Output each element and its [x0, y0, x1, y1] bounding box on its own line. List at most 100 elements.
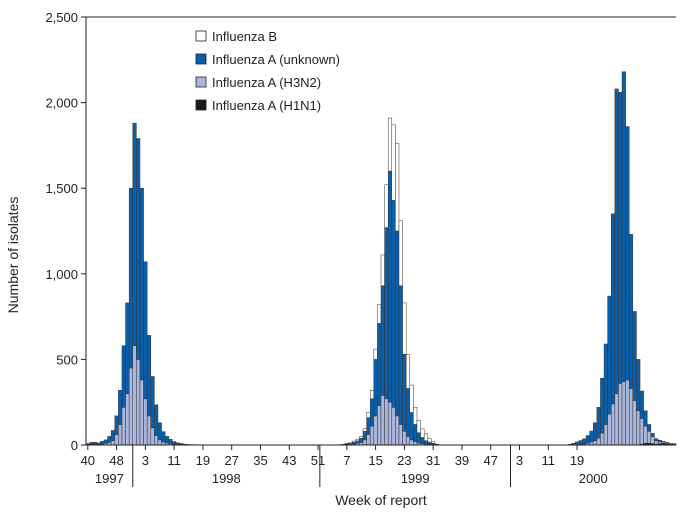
bar-flu_a_h3n2 — [657, 441, 662, 444]
bar-flu_b — [398, 220, 403, 287]
bar-flu_b — [427, 438, 432, 443]
legend-label: Influenza A (unknown) — [212, 52, 340, 67]
x-tick-label: 43 — [282, 453, 296, 468]
bar-flu_a_unknown — [639, 390, 644, 419]
bar-flu_a_h3n2 — [654, 440, 659, 445]
bar-flu_a_unknown — [413, 424, 418, 442]
bar-flu_a_unknown — [175, 442, 180, 445]
bar-flu_a_unknown — [402, 354, 407, 432]
bar-flu_a_h3n2 — [672, 443, 677, 445]
legend-label: Influenza A (H1N1) — [212, 98, 321, 113]
x-tick-label: 47 — [483, 453, 497, 468]
legend-swatch-flu_a_h1n1 — [195, 99, 207, 111]
bar-flu_a_unknown — [420, 437, 425, 444]
bar-flu_a_unknown — [405, 388, 411, 437]
bar-flu_a_h3n2 — [646, 431, 652, 444]
bar-flu_a_h3n2 — [603, 424, 608, 446]
x-tick-label: 7 — [343, 453, 350, 468]
x-tick-label: 39 — [455, 453, 469, 468]
bar-flu_a_h3n2 — [114, 434, 119, 446]
bar-flu_a_unknown — [409, 412, 414, 441]
y-tick-label: 500 — [56, 352, 78, 367]
bar-flu_a_unknown — [582, 438, 587, 445]
bar-flu_a_h3n2 — [395, 415, 400, 446]
x-tick-label: 48 — [109, 453, 123, 468]
bar-flu_b — [355, 438, 360, 442]
bar-flu_a_h3n2 — [593, 440, 598, 446]
bar-flu_a_unknown — [89, 442, 94, 445]
bar-flu_a_unknown — [110, 430, 116, 441]
bar-flu_a_h3n2 — [136, 359, 141, 446]
bar-flu_a_unknown — [618, 92, 623, 384]
y-axis-title: Number of isolates — [5, 197, 21, 314]
legend-swatch-flu_a_h3n2 — [195, 76, 207, 88]
bar-marks — [85, 71, 677, 446]
bar-flu_a_unknown — [143, 261, 148, 400]
legend-label: Influenza A (H3N2) — [212, 75, 321, 90]
bar-flu_a_unknown — [600, 377, 605, 434]
bar-flu_b — [366, 412, 371, 418]
bar-flu_b — [359, 436, 364, 439]
bar-flu_a_h3n2 — [409, 439, 414, 446]
bar-flu_a_unknown — [589, 430, 594, 443]
bar-flu_a_unknown — [636, 359, 641, 412]
legend-swatch-flu_a_unknown — [195, 53, 207, 65]
y-tick-label: 0 — [71, 438, 78, 453]
bar-flu_a_unknown — [179, 443, 184, 445]
bar-flu_a_unknown — [132, 122, 137, 346]
bar-flu_a_h3n2 — [132, 345, 137, 446]
bar-flu_a_h3n2 — [636, 410, 641, 446]
x-tick-label: 3 — [516, 453, 523, 468]
bar-flu_a_unknown — [575, 441, 580, 445]
bar-flu_a_h3n2 — [150, 427, 155, 446]
x-tick-label: 40 — [81, 453, 95, 468]
x-axis-title: Week of report — [335, 492, 427, 508]
bar-flu_b — [409, 384, 414, 413]
y-axis-ticks: 0 500 1,000 1,500 2,000 2,500 — [45, 10, 86, 453]
bar-flu_a_unknown — [596, 407, 601, 439]
bar-flu_b — [416, 420, 421, 433]
bar-flu_a_unknown — [603, 343, 608, 425]
bar-flu_a_unknown — [157, 422, 162, 441]
bar-flu_a_h3n2 — [384, 398, 389, 446]
bar-flu_a_h3n2 — [607, 413, 612, 446]
year-label: 1998 — [212, 471, 241, 486]
bar-flu_a_h3n2 — [391, 407, 396, 446]
x-tick-label: 27 — [224, 453, 238, 468]
bar-flu_a_unknown — [632, 311, 637, 401]
bar-flu_a_h3n2 — [369, 425, 375, 446]
bar-flu_b — [373, 348, 378, 360]
bar-flu_a_h3n2 — [600, 432, 605, 446]
x-tick-label: 3 — [142, 453, 149, 468]
bar-flu_a_unknown — [136, 138, 141, 360]
bar-flu_a_h3n2 — [596, 437, 601, 446]
x-tick-label: 19 — [196, 453, 210, 468]
x-axis-ticks: 40 48 3 11 19 27 35 43 51 7 15 23 31 39 47 3 11 19 — [81, 445, 584, 468]
bar-flu_b — [402, 302, 407, 355]
bar-flu_a_unknown — [161, 431, 166, 443]
bar-flu_a_unknown — [107, 436, 112, 443]
bar-flu_a_unknown — [646, 424, 652, 432]
year-label: 1999 — [401, 471, 430, 486]
bar-flu_a_h3n2 — [610, 403, 616, 446]
bar-flu_a_h3n2 — [154, 435, 159, 446]
bar-flu_a_h3n2 — [121, 407, 126, 446]
bar-flu_a_unknown — [657, 439, 662, 442]
bar-flu_b — [351, 440, 357, 443]
x-tick-label: 11 — [542, 453, 556, 468]
bar-flu_b — [377, 304, 382, 324]
bar-flu_a_unknown — [351, 442, 357, 445]
bar-flu_a_unknown — [96, 442, 101, 445]
bar-flu_a_unknown — [359, 437, 364, 443]
bar-flu_a_h3n2 — [398, 424, 403, 446]
bar-flu_b — [391, 124, 396, 201]
bar-flu_b — [384, 184, 389, 228]
bar-flu_b — [362, 428, 367, 432]
bar-flu_a_h3n2 — [650, 436, 655, 444]
bar-flu_a_unknown — [373, 359, 378, 417]
bar-flu_a_h3n2 — [377, 405, 382, 446]
bar-flu_a_unknown — [362, 431, 367, 441]
bar-flu_a_h3n2 — [128, 367, 134, 446]
bar-flu_a_unknown — [661, 441, 666, 443]
